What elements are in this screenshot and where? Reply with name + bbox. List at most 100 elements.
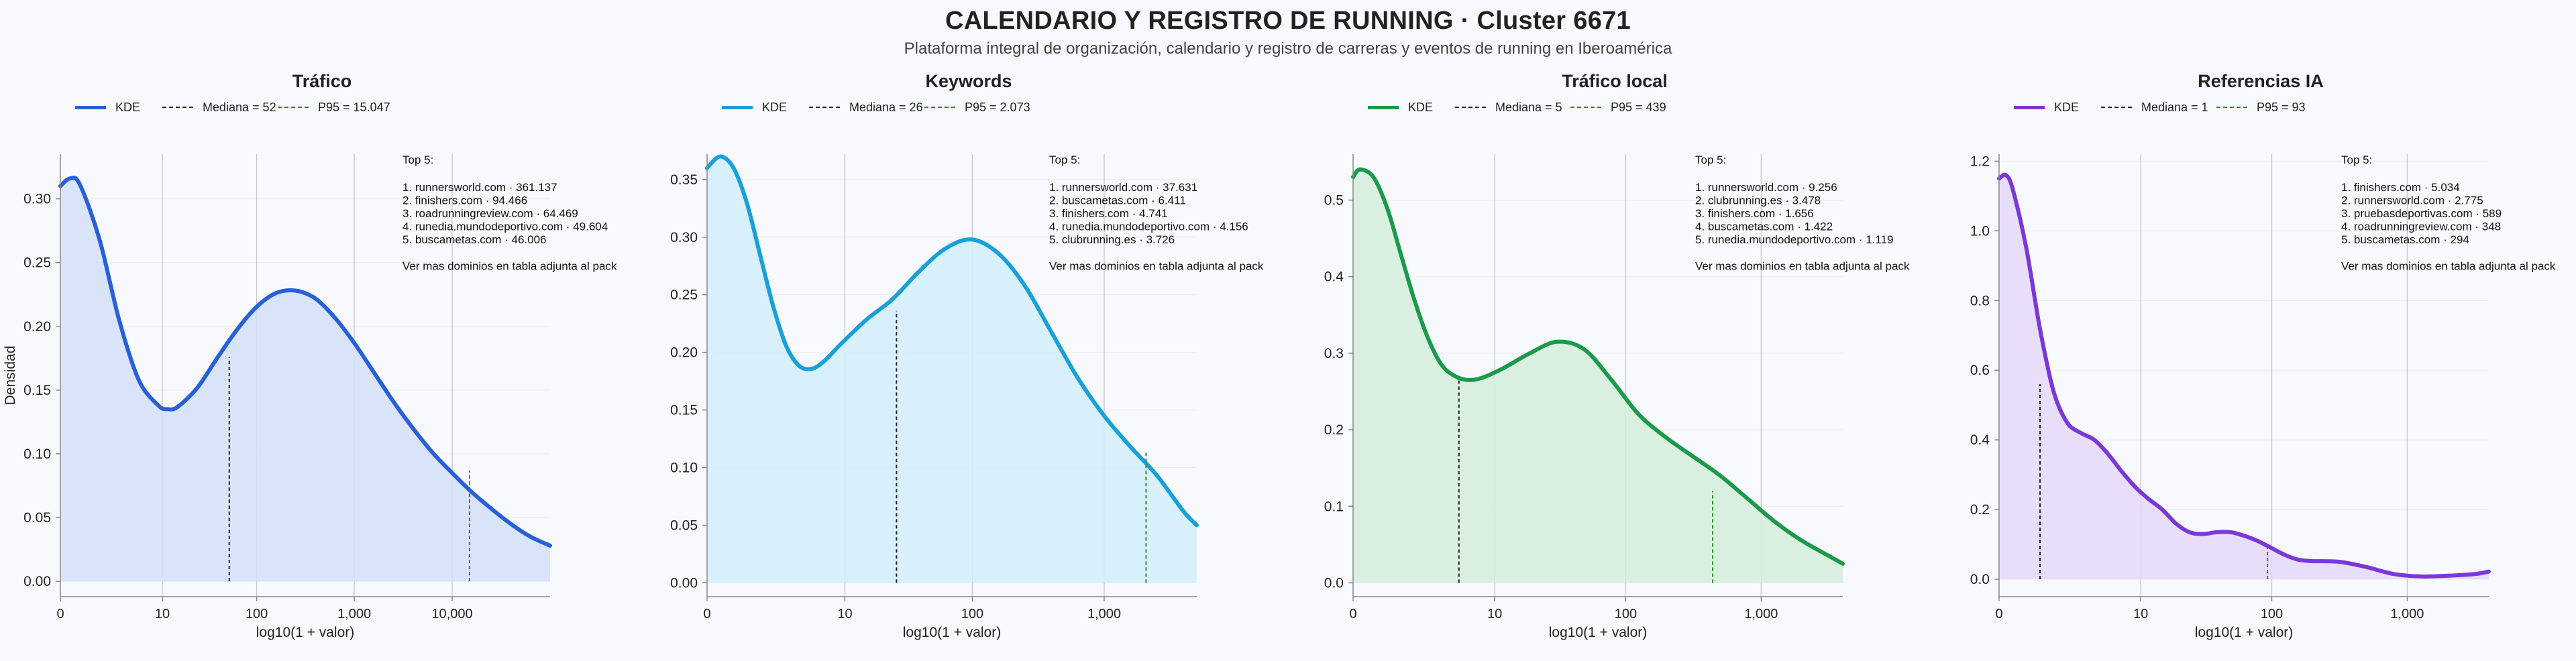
page-title: CALENDARIO Y REGISTRO DE RUNNING · Clust… xyxy=(945,7,1631,35)
top5-item: 5. clubrunning.es · 3.726 xyxy=(1049,233,1175,246)
y-tick-label: 0.20 xyxy=(670,345,698,361)
y-tick-label: 0.4 xyxy=(1324,269,1344,285)
chart-legend: KDE Mediana = 52 P95 = 15.047 xyxy=(0,98,644,118)
top5-item: 1. runnersworld.com · 9.256 xyxy=(1695,181,1837,194)
x-tick-label: 0 xyxy=(1995,607,2002,621)
top5-item: 4. buscametas.com · 1.422 xyxy=(1695,221,1833,233)
legend-swatch xyxy=(924,107,955,108)
chart-panel: Referencias IA KDE Mediana = 1 P95 = 93 0.0 0… xyxy=(1939,64,2576,661)
kde-line xyxy=(58,175,552,548)
top5-footer: Ver mas dominios en tabla adjunta al pac… xyxy=(402,260,617,273)
legend-median: Mediana = 52 xyxy=(162,98,276,117)
top5-item: 3. roadrunningreview.com · 64.469 xyxy=(402,207,578,220)
y-tick-label: 0.2 xyxy=(1970,502,1990,518)
legend-label: KDE xyxy=(115,100,141,114)
chart-title: Keywords xyxy=(925,71,1012,91)
legend-swatch xyxy=(278,107,309,108)
kde-area xyxy=(1999,174,2489,579)
legend-kde: KDE xyxy=(2014,98,2079,117)
chart-panel: Tráfico local KDE Mediana = 5 P95 = 439 0.0 0… xyxy=(1293,64,1937,661)
y-tick-label: 0.00 xyxy=(670,575,698,591)
y-tick-label: 0.4 xyxy=(1970,432,1990,448)
top5-item: 1. runnersworld.com · 361.137 xyxy=(402,181,557,194)
y-tick-label: 0.05 xyxy=(670,518,698,533)
top5-item: 3. pruebasdeportivas.com · 589 xyxy=(2341,207,2502,220)
legend-swatch xyxy=(1570,107,1601,108)
x-tick-label: 10 xyxy=(2133,607,2148,621)
x-tick-label: 1,000 xyxy=(1744,607,1778,621)
y-tick-label: 0.35 xyxy=(670,172,698,188)
top5-item: 5. runedia.mundodeportivo.com · 1.119 xyxy=(1695,233,1893,246)
x-tick-label: 0 xyxy=(56,607,64,621)
legend-p95: P95 = 439 xyxy=(1570,98,1666,117)
legend-p95: P95 = 15.047 xyxy=(278,98,390,117)
y-tick-label: 0.10 xyxy=(670,461,698,476)
top5-item: 5. buscametas.com · 46.006 xyxy=(402,233,547,246)
top5-heading: Top 5: xyxy=(2341,154,2372,166)
x-tick-label: 100 xyxy=(246,607,268,621)
legend-label: KDE xyxy=(1408,100,1434,114)
top5-item: 5. buscametas.com · 294 xyxy=(2341,233,2469,246)
legend-label: Mediana = 5 xyxy=(1495,100,1562,114)
y-tick-label: 0.30 xyxy=(670,230,698,245)
legend-label: Mediana = 52 xyxy=(203,100,276,114)
top5-footer: Ver mas dominios en tabla adjunta al pac… xyxy=(1049,260,1264,273)
y-tick-label: 0.00 xyxy=(23,574,51,589)
y-tick-label: 0.25 xyxy=(23,255,51,271)
y-tick-label: 0.8 xyxy=(1970,293,1990,308)
top5-item: 2. runnersworld.com · 2.775 xyxy=(2341,194,2483,207)
y-tick-label: 0.20 xyxy=(23,319,51,335)
top5-item: 2. finishers.com · 94.466 xyxy=(402,194,527,207)
top5-item: 1. finishers.com · 5.034 xyxy=(2341,181,2460,194)
top5-heading: Top 5: xyxy=(1695,154,1726,166)
x-tick-label: 10 xyxy=(837,607,852,621)
density-plot: 0.00 0.05 0.10 0.15 0.20 0.25 0.30 0.35 0 10 100 1,… xyxy=(670,154,1264,640)
legend-median: Mediana = 26 xyxy=(809,98,923,117)
top5-item: 4. runedia.mundodeportivo.com · 49.604 xyxy=(402,221,608,233)
y-tick-label: 0.6 xyxy=(1970,363,1990,378)
legend-swatch xyxy=(1368,105,1399,109)
legend-median: Mediana = 1 xyxy=(2101,98,2208,117)
kde-area xyxy=(1353,169,1843,583)
legend-kde: KDE xyxy=(722,98,787,117)
top5-item: 2. buscametas.com · 6.411 xyxy=(1049,194,1186,207)
x-tick-label: 100 xyxy=(1615,607,1637,621)
x-axis-label: log10(1 + valor) xyxy=(256,625,355,640)
legend-label: KDE xyxy=(2054,100,2080,114)
chart-title: Tráfico local xyxy=(1562,71,1668,91)
y-tick-label: 0.30 xyxy=(23,192,51,207)
legend-swatch xyxy=(1455,107,1486,108)
x-axis-label: log10(1 + valor) xyxy=(1549,625,1648,640)
legend-label: P95 = 93 xyxy=(2257,100,2306,114)
legend-swatch xyxy=(2101,107,2132,108)
top5-item: 4. runedia.mundodeportivo.com · 4.156 xyxy=(1049,221,1248,233)
y-tick-label: 0.15 xyxy=(670,403,698,418)
x-tick-label: 1,000 xyxy=(1087,607,1121,621)
x-tick-label: 10,000 xyxy=(431,607,472,621)
kde-line xyxy=(705,154,1199,528)
chart-title: Tráfico xyxy=(292,71,352,91)
x-tick-label: 10 xyxy=(1487,607,1502,621)
density-plot: 0.0 0.2 0.4 0.6 0.8 1.0 1.2 0 10 100 1,000 log10(1 … xyxy=(1970,154,2556,640)
y-tick-label: 1.0 xyxy=(1970,223,1990,239)
chart-legend: KDE Mediana = 26 P95 = 2.073 xyxy=(647,98,1291,118)
y-tick-label: 0.3 xyxy=(1324,346,1344,361)
y-tick-label: 0.2 xyxy=(1324,422,1344,438)
top5-item: 4. roadrunningreview.com · 348 xyxy=(2341,221,2501,233)
legend-swatch xyxy=(2014,105,2045,109)
legend-swatch xyxy=(722,105,753,109)
chart-panel: Keywords KDE Mediana = 26 P95 = 2.073 0.00 0.… xyxy=(647,64,1291,661)
legend-label: Mediana = 26 xyxy=(849,100,923,114)
x-tick-label: 10 xyxy=(155,607,170,621)
header: CALENDARIO Y REGISTRO DE RUNNING · Clust… xyxy=(0,0,2576,58)
legend-label: KDE xyxy=(762,100,788,114)
legend-label: P95 = 2.073 xyxy=(965,100,1030,114)
page-subtitle: Plataforma integral de organización, cal… xyxy=(904,40,1672,58)
legend-kde: KDE xyxy=(75,98,140,117)
density-plot: 0.00 0.05 0.10 0.15 0.20 0.25 0.30 0 10 100 1,000 1… xyxy=(3,154,617,640)
x-axis-label: log10(1 + valor) xyxy=(2195,625,2294,640)
top5-heading: Top 5: xyxy=(1049,154,1080,166)
legend-swatch xyxy=(2216,107,2247,108)
x-tick-label: 100 xyxy=(961,607,983,621)
legend-label: Mediana = 1 xyxy=(2141,100,2208,114)
